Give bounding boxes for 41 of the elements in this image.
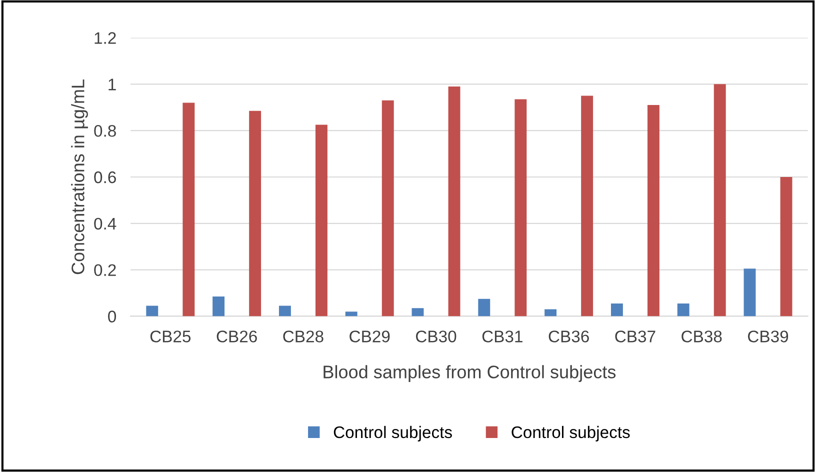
- bar: [780, 177, 792, 316]
- y-tick-label: 1: [108, 78, 116, 90]
- x-tick-label: CB26: [216, 330, 257, 342]
- bar: [278, 306, 291, 316]
- x-tick-label: CB29: [350, 330, 390, 342]
- x-tick-label: CB39: [748, 330, 788, 342]
- y-tick-label: 0.2: [94, 264, 116, 276]
- y-tick-label: 0: [108, 310, 116, 322]
- x-tick-label: CB31: [482, 330, 522, 342]
- legend-label: Control subjects: [334, 426, 452, 442]
- bar: [249, 110, 262, 316]
- x-tick-label: CB37: [615, 330, 656, 342]
- bar: [345, 312, 358, 316]
- bar: [182, 102, 195, 316]
- bar: [448, 86, 460, 316]
- bar: [478, 298, 490, 316]
- y-axis-title: Concentrations in µg/mL: [71, 80, 88, 274]
- bar: [544, 309, 557, 316]
- bar: [412, 308, 424, 316]
- bar: [610, 303, 623, 316]
- bar: [744, 268, 756, 316]
- x-axis-title: Blood samples from Control subjects: [324, 365, 616, 382]
- legend-label: Control subjects: [512, 426, 630, 442]
- x-tick-label: CB30: [416, 330, 456, 342]
- x-tick-label: CB38: [682, 330, 722, 342]
- bar: [714, 84, 726, 316]
- y-tick-label: 0.8: [94, 124, 116, 137]
- bar: [647, 105, 660, 316]
- x-tick-label: CB28: [283, 330, 324, 342]
- bar: [315, 124, 328, 316]
- y-tick-label: 0.4: [94, 218, 116, 230]
- bar: [581, 96, 594, 316]
- bar: [514, 99, 527, 316]
- bar: [677, 303, 690, 316]
- x-tick-label: CB25: [150, 330, 191, 342]
- bar: [212, 296, 225, 316]
- bar: [382, 100, 394, 316]
- y-tick-label: 1.2: [94, 32, 116, 44]
- y-tick-label: 0.6: [94, 171, 116, 184]
- x-tick-label: CB36: [548, 330, 589, 342]
- bar: [146, 306, 158, 316]
